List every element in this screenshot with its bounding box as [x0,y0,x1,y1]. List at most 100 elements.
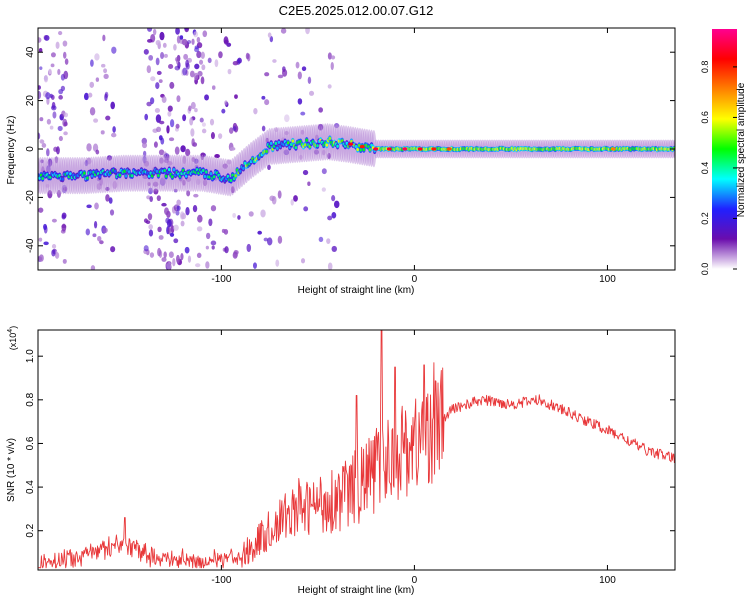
spectrogram-cell [169,119,175,128]
spectrogram-cell [149,195,153,203]
spectrogram-cell [176,205,181,211]
spectrogram-cell [168,137,175,142]
spectrogram-cell [330,61,334,71]
snr-multiplier: (x104) [7,326,18,350]
spectrogram-cell [232,212,236,218]
spectrogram-cell [172,257,176,267]
snr-multiplier-base: (x10 [8,333,18,351]
spectrogram-cell [146,65,152,74]
spectrogram-cell [148,224,153,230]
spectrogram-cell [212,175,216,179]
snr-y-tick-label: 0.4 [25,480,36,494]
spectrogram-cell [141,137,147,145]
snr-series-line [38,330,675,569]
spectrogram-cell [62,258,67,264]
spectrogram-cell [248,211,254,217]
spectrogram-cell [46,148,50,157]
spectrogram-cell [203,174,207,179]
spectrogram-cell [162,42,167,48]
spectrogram-cell [163,251,167,259]
spectrogram-cell [176,35,181,44]
spectrogram-cell [331,245,338,253]
spectrogram-cell [63,51,67,59]
spectrogram-cell [210,205,217,212]
spectrogram-cell [108,197,113,204]
spectrogram-cell [83,92,89,101]
spectrogram-cell [104,93,108,102]
spectrogram-cell [124,174,128,178]
spectrogram-cell [98,175,102,179]
spectrogram-cell [188,105,192,112]
spectrogram-cell [297,98,303,105]
spectrogram-cell [218,51,223,59]
spectrogram-cell [368,148,372,152]
spectrogram-cell [38,207,44,213]
spectrogram-cell [446,147,452,151]
spectrogram-cell [357,143,361,148]
spectrogram-cell [152,28,157,36]
spectrogram-cell [156,195,161,202]
colorbar-ticks: 0.0 0.2 0.4 0.6 0.8 [700,61,737,275]
spectrogram-cell [290,198,294,206]
spectrogram-y-tick-label: 40 [25,46,36,58]
spectrogram-cell [83,171,86,175]
spectrogram-cell [204,94,209,101]
spectrogram-cell [148,229,154,237]
spectrogram-cell [277,140,281,144]
spectrogram-cell [195,263,201,268]
spectrogram-cell [39,66,43,71]
spectrogram-cell [57,125,63,132]
spectrogram-cell [38,132,41,140]
spectrogram-cell [54,252,60,259]
spectrogram-cell [182,114,187,122]
spectrogram-cell [160,51,165,59]
spectrogram-cell [173,224,179,231]
spectrogram-cell [94,202,99,210]
spectrogram-cell [130,174,134,178]
spectrogram-cell [95,77,100,82]
spectrogram-cell [356,147,359,152]
spectrogram-cell [208,218,213,227]
spectrogram-cell [150,76,156,82]
spectrogram-cell [173,43,177,51]
spectrogram-x-tick-label: 100 [599,274,616,285]
snr-x-label: Height of straight line (km) [298,585,415,596]
spectrogram-cell [184,28,189,31]
spectrogram-cell [194,107,198,113]
spectrogram-cell [88,92,93,98]
spectrogram-cell [86,143,92,152]
spectrogram-cell [113,169,117,173]
spectrogram-cell [307,76,312,85]
spectrogram-cell [190,101,196,110]
spectrogram-cell [327,215,333,221]
spectrogram-cell [211,245,215,250]
spectrogram-cell [93,118,99,123]
spectrogram-cell [417,147,423,151]
spectrogram-cell [38,37,42,43]
spectrogram-cell [148,54,154,61]
spectrogram-cell [185,62,190,70]
spectrogram-cell [150,97,155,105]
spectrogram-cell [38,85,41,90]
spectrogram-cell [169,232,175,237]
spectrogram-cell [197,214,203,223]
spectrogram-cell [105,194,110,202]
spectrogram-cell [41,176,44,181]
spectrogram-cell [63,131,68,136]
spectrogram-cell [246,243,252,253]
snr-frame [37,329,676,571]
spectrogram-cell [175,209,180,216]
spectrogram-cell [210,240,217,246]
spectrogram-cell [99,240,104,245]
spectrogram-cell [167,168,171,172]
spectrogram-cell [180,145,186,153]
colorbar-gradient [712,29,737,269]
spectrogram-cell [196,50,202,59]
spectrogram-cell [281,69,288,77]
spectrogram-cell [174,146,180,155]
spectrogram-cell [100,130,105,135]
spectrogram-cell [146,101,152,107]
spectrogram-cell [224,246,229,254]
spectrogram-cell [38,90,42,100]
spectrogram-cell [38,237,43,242]
